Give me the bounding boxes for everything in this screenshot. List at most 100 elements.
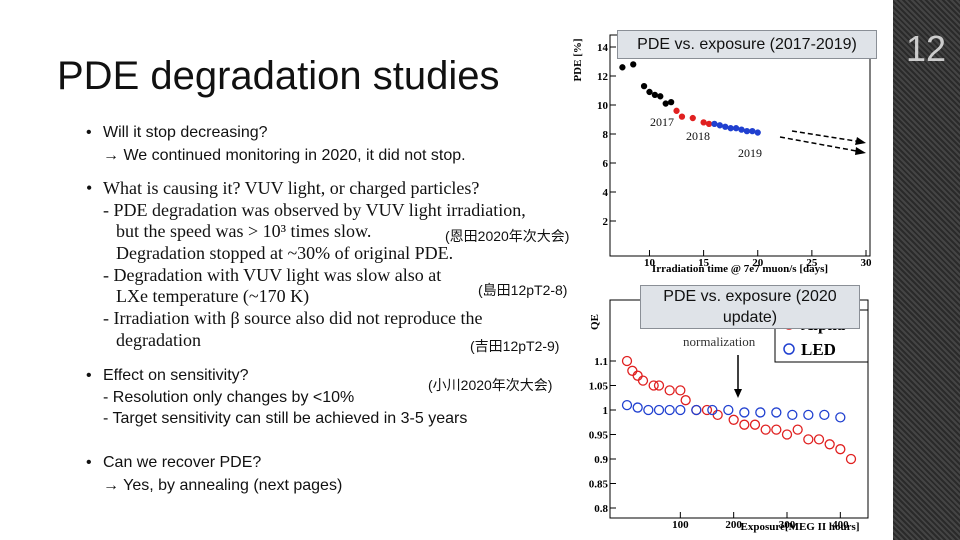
point xyxy=(803,409,814,421)
point xyxy=(739,407,750,418)
bullet-text: - Degradation with VUV light was slow al… xyxy=(103,265,442,285)
y-axis-label: QE xyxy=(589,314,601,330)
bullet-text: Will it stop decreasing? xyxy=(103,124,268,141)
x-tick-label: 15 xyxy=(698,257,710,269)
page-number: 12 xyxy=(906,28,947,69)
bullet-dot: • xyxy=(86,454,92,471)
arrow-head xyxy=(855,137,866,145)
point xyxy=(771,407,782,418)
point xyxy=(621,355,633,367)
plot: 2 4 6 8 10 12 14 10 15 20 25 30 Irradiation time @ 7… xyxy=(572,34,873,275)
point xyxy=(711,120,718,127)
point xyxy=(732,125,740,132)
y-tick-label: 14 xyxy=(597,42,609,54)
point xyxy=(739,419,750,430)
point xyxy=(630,61,637,68)
point xyxy=(835,444,846,455)
slide-title: PDE degradation studies xyxy=(57,54,500,98)
arrow-head xyxy=(734,389,742,398)
point xyxy=(673,107,680,114)
point xyxy=(657,93,664,100)
bullet-text: → Yes, by annealing (next pages) xyxy=(103,477,343,494)
point xyxy=(723,404,734,416)
x-tick-label: 30 xyxy=(861,257,873,269)
bullet-text: - Target sensitivity can still be achiev… xyxy=(103,410,468,427)
point xyxy=(632,402,643,413)
point xyxy=(646,88,653,96)
bullet-dot: • xyxy=(86,124,92,141)
legend-marker xyxy=(783,343,795,355)
point xyxy=(781,429,793,440)
bullet-text: - Resolution only changes by <10% xyxy=(103,389,355,406)
y-tick-label: 0.9 xyxy=(594,454,608,466)
point xyxy=(707,404,718,416)
x-tick-label: 100 xyxy=(672,519,689,531)
point xyxy=(648,380,659,391)
point xyxy=(653,380,665,391)
point xyxy=(667,98,675,106)
reference: (小川2020年次大会) xyxy=(428,377,553,393)
point xyxy=(727,125,734,132)
bullet-text: - Irradiation with β source also did not… xyxy=(103,308,483,328)
point xyxy=(787,409,798,421)
plot-frame xyxy=(609,34,871,257)
bullet-text: degradation xyxy=(116,330,201,350)
point xyxy=(691,404,702,416)
bullet-text: - PDE degradation was observed by VUV li… xyxy=(103,200,526,220)
point xyxy=(664,385,675,396)
bullet-text: Effect on sensitivity? xyxy=(103,367,249,384)
bullet-text: but the speed was > 10³ times slow. xyxy=(116,221,372,241)
point xyxy=(845,453,857,465)
reference: (吉田12pT2-9) xyxy=(470,338,560,354)
x-tick-label: 25 xyxy=(806,257,818,269)
point xyxy=(728,414,739,425)
bullet-dot: • xyxy=(86,178,93,198)
y-tick-label: 1 xyxy=(603,405,609,417)
x-axis-label: Irradiation time @ 7e7 muon/s [days] xyxy=(652,263,828,275)
chart-title: PDE vs. exposure (2020 update) xyxy=(640,285,860,329)
y-tick-label: 0.8 xyxy=(594,503,608,515)
arrow-head xyxy=(855,147,866,155)
point xyxy=(662,100,669,107)
bullet-text: LXe temperature (~170 K) xyxy=(116,286,310,306)
point xyxy=(621,399,633,411)
point xyxy=(749,419,761,430)
point xyxy=(689,114,696,122)
point xyxy=(722,123,729,130)
y-axis-label: PDE [%] xyxy=(572,38,584,81)
point xyxy=(792,424,803,435)
point xyxy=(771,424,782,435)
point xyxy=(749,127,756,135)
y-tick-label: 6 xyxy=(603,158,609,170)
point xyxy=(678,113,686,120)
side-strip xyxy=(893,0,960,540)
point xyxy=(819,409,830,421)
point xyxy=(705,120,713,127)
point xyxy=(640,83,648,90)
trend-arrow xyxy=(779,136,863,153)
point xyxy=(675,385,686,396)
chart-title: PDE vs. exposure (2017-2019) xyxy=(617,30,877,59)
point xyxy=(675,404,686,416)
point xyxy=(701,404,713,416)
point xyxy=(716,122,723,129)
point xyxy=(651,91,659,98)
point xyxy=(803,434,814,445)
y-tick-label: 8 xyxy=(603,129,609,141)
point xyxy=(637,375,649,386)
y-tick-label: 1.1 xyxy=(594,356,608,368)
point xyxy=(824,439,835,450)
bullet-text: What is causing it? VUV light, or charge… xyxy=(103,178,480,198)
legend-label: LED xyxy=(801,340,836,359)
point xyxy=(680,395,691,406)
point xyxy=(738,126,745,133)
point xyxy=(664,404,675,416)
bullet-text: Can we recover PDE? xyxy=(103,454,262,471)
annotation: normalization xyxy=(683,334,756,349)
trend-arrow xyxy=(791,130,863,143)
y-tick-label: 10 xyxy=(597,100,609,112)
point xyxy=(835,412,846,423)
point xyxy=(619,64,626,71)
